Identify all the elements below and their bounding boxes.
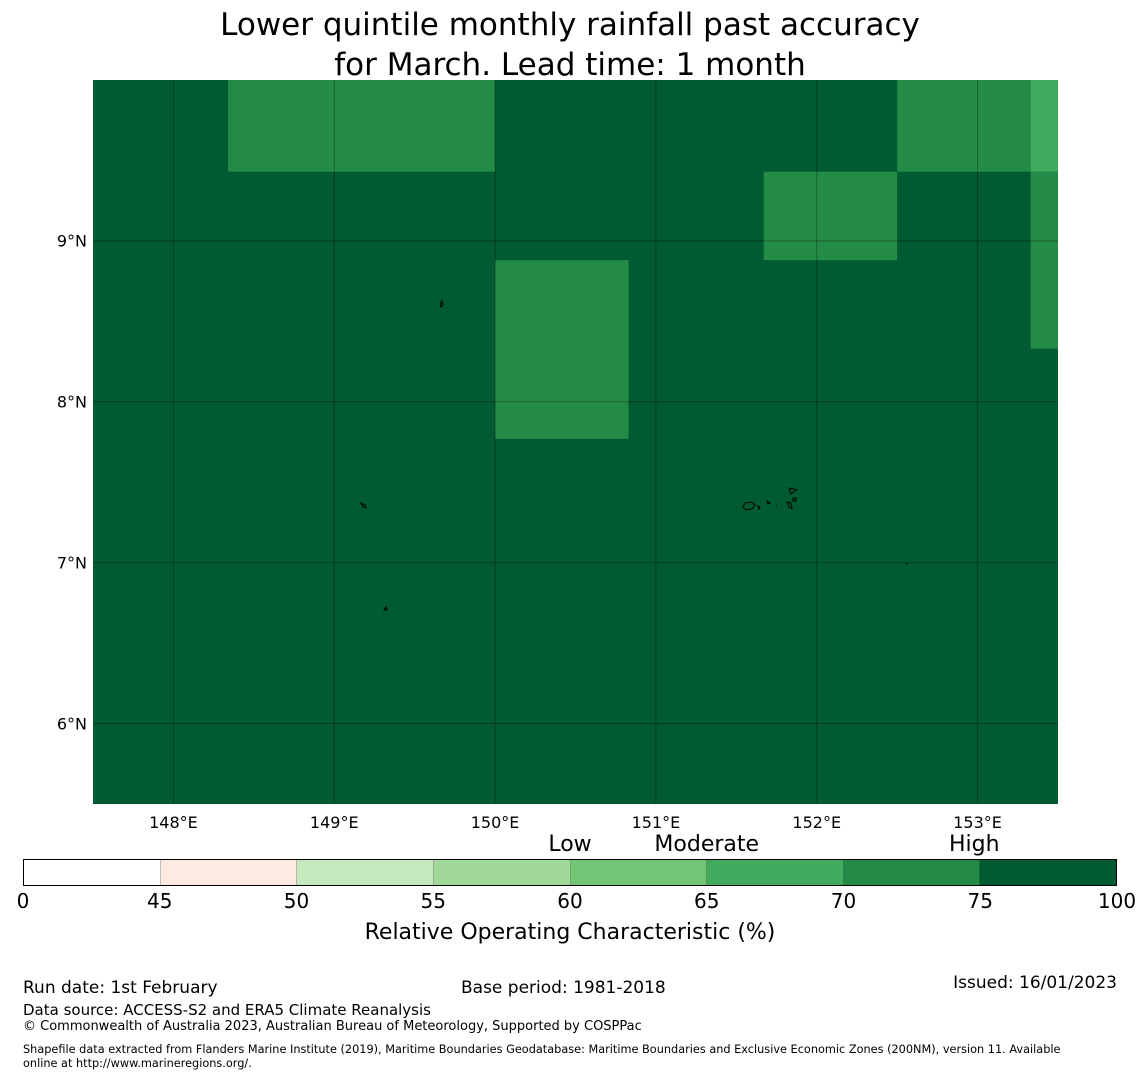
copyright: © Commonwealth of Australia 2023, Austra… <box>23 1019 642 1034</box>
shapefile-credit-line1: Shapefile data extracted from Flanders M… <box>23 1043 1061 1056</box>
colorbar-segment <box>570 860 708 885</box>
colorbar-segment <box>433 860 571 885</box>
chart-title-line1: Lower quintile monthly rainfall past acc… <box>220 7 920 43</box>
base-period: Base period: 1981-2018 <box>461 978 666 998</box>
run-date: Run date: 1st February <box>23 978 218 998</box>
colorbar-segment <box>707 860 844 885</box>
island-outlines <box>359 299 909 611</box>
lon-tick-label: 152°E <box>792 813 842 832</box>
colorbar-tick-label: 55 <box>420 889 446 913</box>
lon-tick-label: 148°E <box>149 813 198 832</box>
roc-cell-65-70 <box>1030 80 1058 172</box>
colorbar-tick-label: 100 <box>1097 889 1137 913</box>
colorbar-tick-label: 60 <box>557 889 583 913</box>
colorbar-tick-label: 75 <box>967 889 993 913</box>
data-source: Data source: ACCESS-S2 and ERA5 Climate … <box>23 1001 431 1019</box>
shapefile-credit-line2: online at http://www.marineregions.org/. <box>23 1057 252 1070</box>
lat-tick-label: 9°N <box>56 231 87 251</box>
island-cluster <box>742 487 799 511</box>
roc-cell-70-75 <box>763 171 898 261</box>
lon-tick-label: 150°E <box>470 813 520 832</box>
island <box>905 562 909 565</box>
roc-cell-70-75 <box>228 80 496 172</box>
colorbar-segment <box>24 860 161 885</box>
colorbar-segment <box>160 860 298 885</box>
colorbar-tick-label: 70 <box>830 889 857 913</box>
colorbar-segment <box>843 860 981 885</box>
rainfall-accuracy-map <box>93 80 1058 804</box>
lon-tick-label: 151°E <box>631 813 681 832</box>
lon-tick-label: 149°E <box>309 813 359 832</box>
lon-tick-label: 153°E <box>953 813 1002 832</box>
lat-tick-label: 7°N <box>56 553 87 573</box>
colorbar-tick-label: 0 <box>16 889 30 913</box>
colorbar-tick-label: 50 <box>283 889 310 913</box>
colorbar-tick-label: 65 <box>694 889 720 913</box>
lat-tick-label: 6°N <box>56 714 87 734</box>
island <box>383 605 388 611</box>
roc-cell-70-75 <box>1030 171 1058 349</box>
category-label-low: Low <box>548 832 592 857</box>
roc-cell-70-75 <box>897 80 1031 172</box>
issued-date: Issued: 16/01/2023 <box>953 973 1117 993</box>
chart-title-line2: for March. Lead time: 1 month <box>334 47 806 83</box>
island <box>439 299 444 309</box>
colorbar-tick-label: 45 <box>147 889 173 913</box>
lat-tick-label: 8°N <box>56 392 87 412</box>
colorbar-label: Relative Operating Characteristic (%) <box>364 920 776 945</box>
category-label-moderate: Moderate <box>654 832 760 857</box>
colorbar <box>23 859 1117 886</box>
island <box>359 501 367 509</box>
colorbar-segment <box>297 860 434 885</box>
category-label-high: High <box>948 832 1000 857</box>
roc-cell-70-75 <box>495 260 629 439</box>
colorbar-segment <box>980 860 1116 885</box>
